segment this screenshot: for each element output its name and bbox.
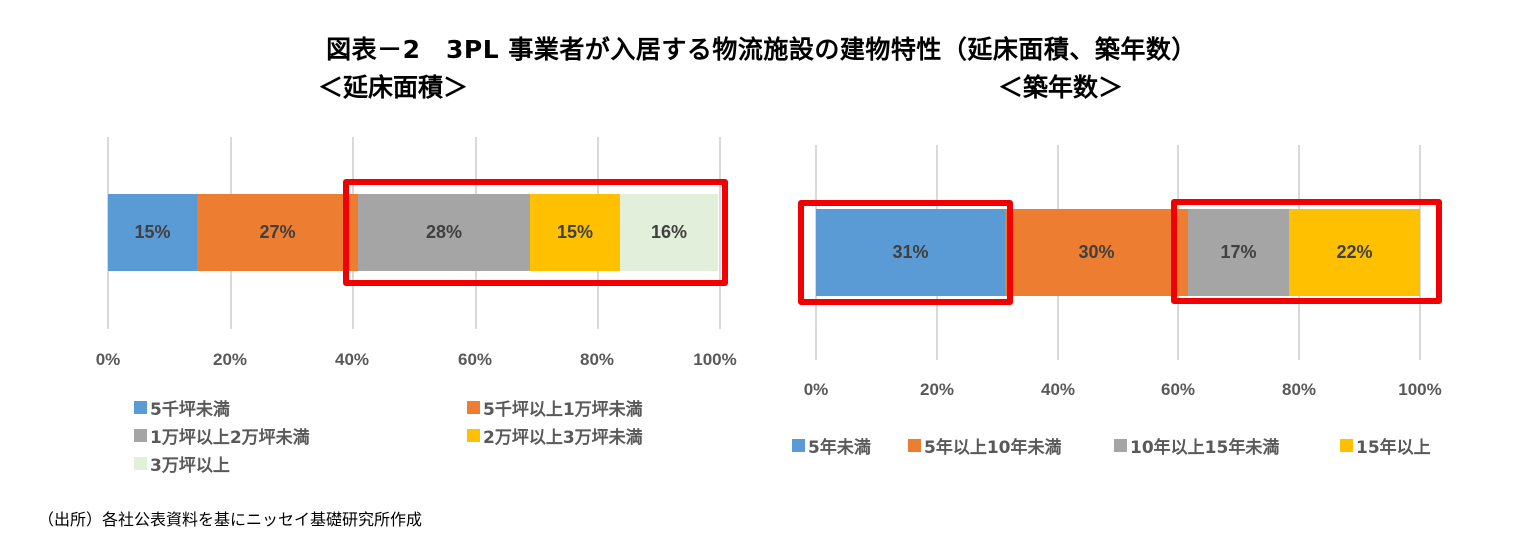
legend-label: 5年未満 xyxy=(808,438,871,458)
bar-segment-5k-under: 15% xyxy=(108,194,197,271)
legend-item: 1万坪以上2万坪未満 xyxy=(134,423,310,448)
figure-title: 図表－2 3PL 事業者が入居する物流施設の建物特性（延床面積、築年数） xyxy=(326,35,1197,64)
gridline xyxy=(719,137,721,329)
legend-label: 15年以上 xyxy=(1356,438,1431,458)
legend-swatch xyxy=(908,439,921,452)
data-label: 27% xyxy=(259,222,296,242)
right-chart-title: ＜築年数＞ xyxy=(998,73,1124,102)
bar-segment-10k-20k: 28% xyxy=(358,194,530,271)
legend-item: 5千坪未満 xyxy=(134,395,230,420)
legend-item: 15年以上 xyxy=(1340,433,1431,458)
x-tick: 0% xyxy=(95,350,121,369)
legend-swatch xyxy=(134,429,147,442)
legend-label: 1万坪以上2万坪未満 xyxy=(150,428,310,448)
x-tick: 20% xyxy=(919,380,955,399)
x-tick: 100% xyxy=(1398,380,1442,399)
x-tick: 100% xyxy=(693,350,737,369)
bar-segment-30k-over: 16% xyxy=(620,194,718,271)
x-tick: 20% xyxy=(212,350,248,369)
data-label: 28% xyxy=(425,222,463,242)
data-label: 15% xyxy=(134,222,171,242)
legend-item: 3万坪以上 xyxy=(134,451,230,476)
data-label: 17% xyxy=(1220,242,1257,262)
legend-swatch xyxy=(792,439,805,452)
source-note: （出所）各社公表資料を基にニッセイ基礎研究所作成 xyxy=(38,510,423,529)
x-tick: 0% xyxy=(803,380,829,399)
legend-swatch xyxy=(1340,439,1353,452)
legend-label: 5年以上10年未満 xyxy=(924,438,1062,458)
bar-segment-5k-10k: 27% xyxy=(197,194,358,271)
legend-swatch xyxy=(467,429,480,442)
legend-item: 5年以上10年未満 xyxy=(908,433,1062,458)
bar-segment-under-5y: 31% xyxy=(816,209,1005,296)
legend-item: 5年未満 xyxy=(792,433,871,458)
x-tick: 60% xyxy=(1160,380,1196,399)
legend-item: 5千坪以上1万坪未満 xyxy=(467,395,643,420)
x-tick: 40% xyxy=(1040,380,1076,399)
legend-swatch xyxy=(1114,439,1127,452)
legend-swatch xyxy=(134,457,147,470)
legend-item: 2万坪以上3万坪未満 xyxy=(467,423,643,448)
legend-swatch xyxy=(467,401,480,414)
legend-item: 10年以上15年未満 xyxy=(1114,433,1279,458)
legend-label: 2万坪以上3万坪未満 xyxy=(483,428,643,448)
data-label: 31% xyxy=(892,242,929,262)
legend-label: 10年以上15年未満 xyxy=(1130,438,1280,458)
highlight-box xyxy=(1171,199,1442,304)
data-label: 22% xyxy=(1336,242,1373,262)
x-tick: 80% xyxy=(579,350,615,369)
left-chart-title: ＜延床面積＞ xyxy=(318,73,469,102)
x-tick: 60% xyxy=(457,350,493,369)
highlight-box xyxy=(798,200,1013,305)
x-tick: 40% xyxy=(334,350,370,369)
bar-segment-5y-10y: 30% xyxy=(1005,209,1188,296)
bar-segment-10y-15y: 17% xyxy=(1188,209,1289,296)
legend-label: 3万坪以上 xyxy=(150,456,230,476)
legend-label: 5千坪未満 xyxy=(150,400,230,420)
legend-swatch xyxy=(134,401,147,414)
data-label: 30% xyxy=(1078,242,1115,262)
x-tick: 80% xyxy=(1281,380,1317,399)
legend-label: 5千坪以上1万坪未満 xyxy=(483,400,643,420)
data-label: 15% xyxy=(556,222,594,242)
data-label: 16% xyxy=(650,222,688,242)
bar-segment-15y-over: 22% xyxy=(1289,209,1420,296)
highlight-box xyxy=(343,179,728,286)
gridline xyxy=(1419,145,1421,360)
bar-segment-20k-30k: 15% xyxy=(530,194,620,271)
